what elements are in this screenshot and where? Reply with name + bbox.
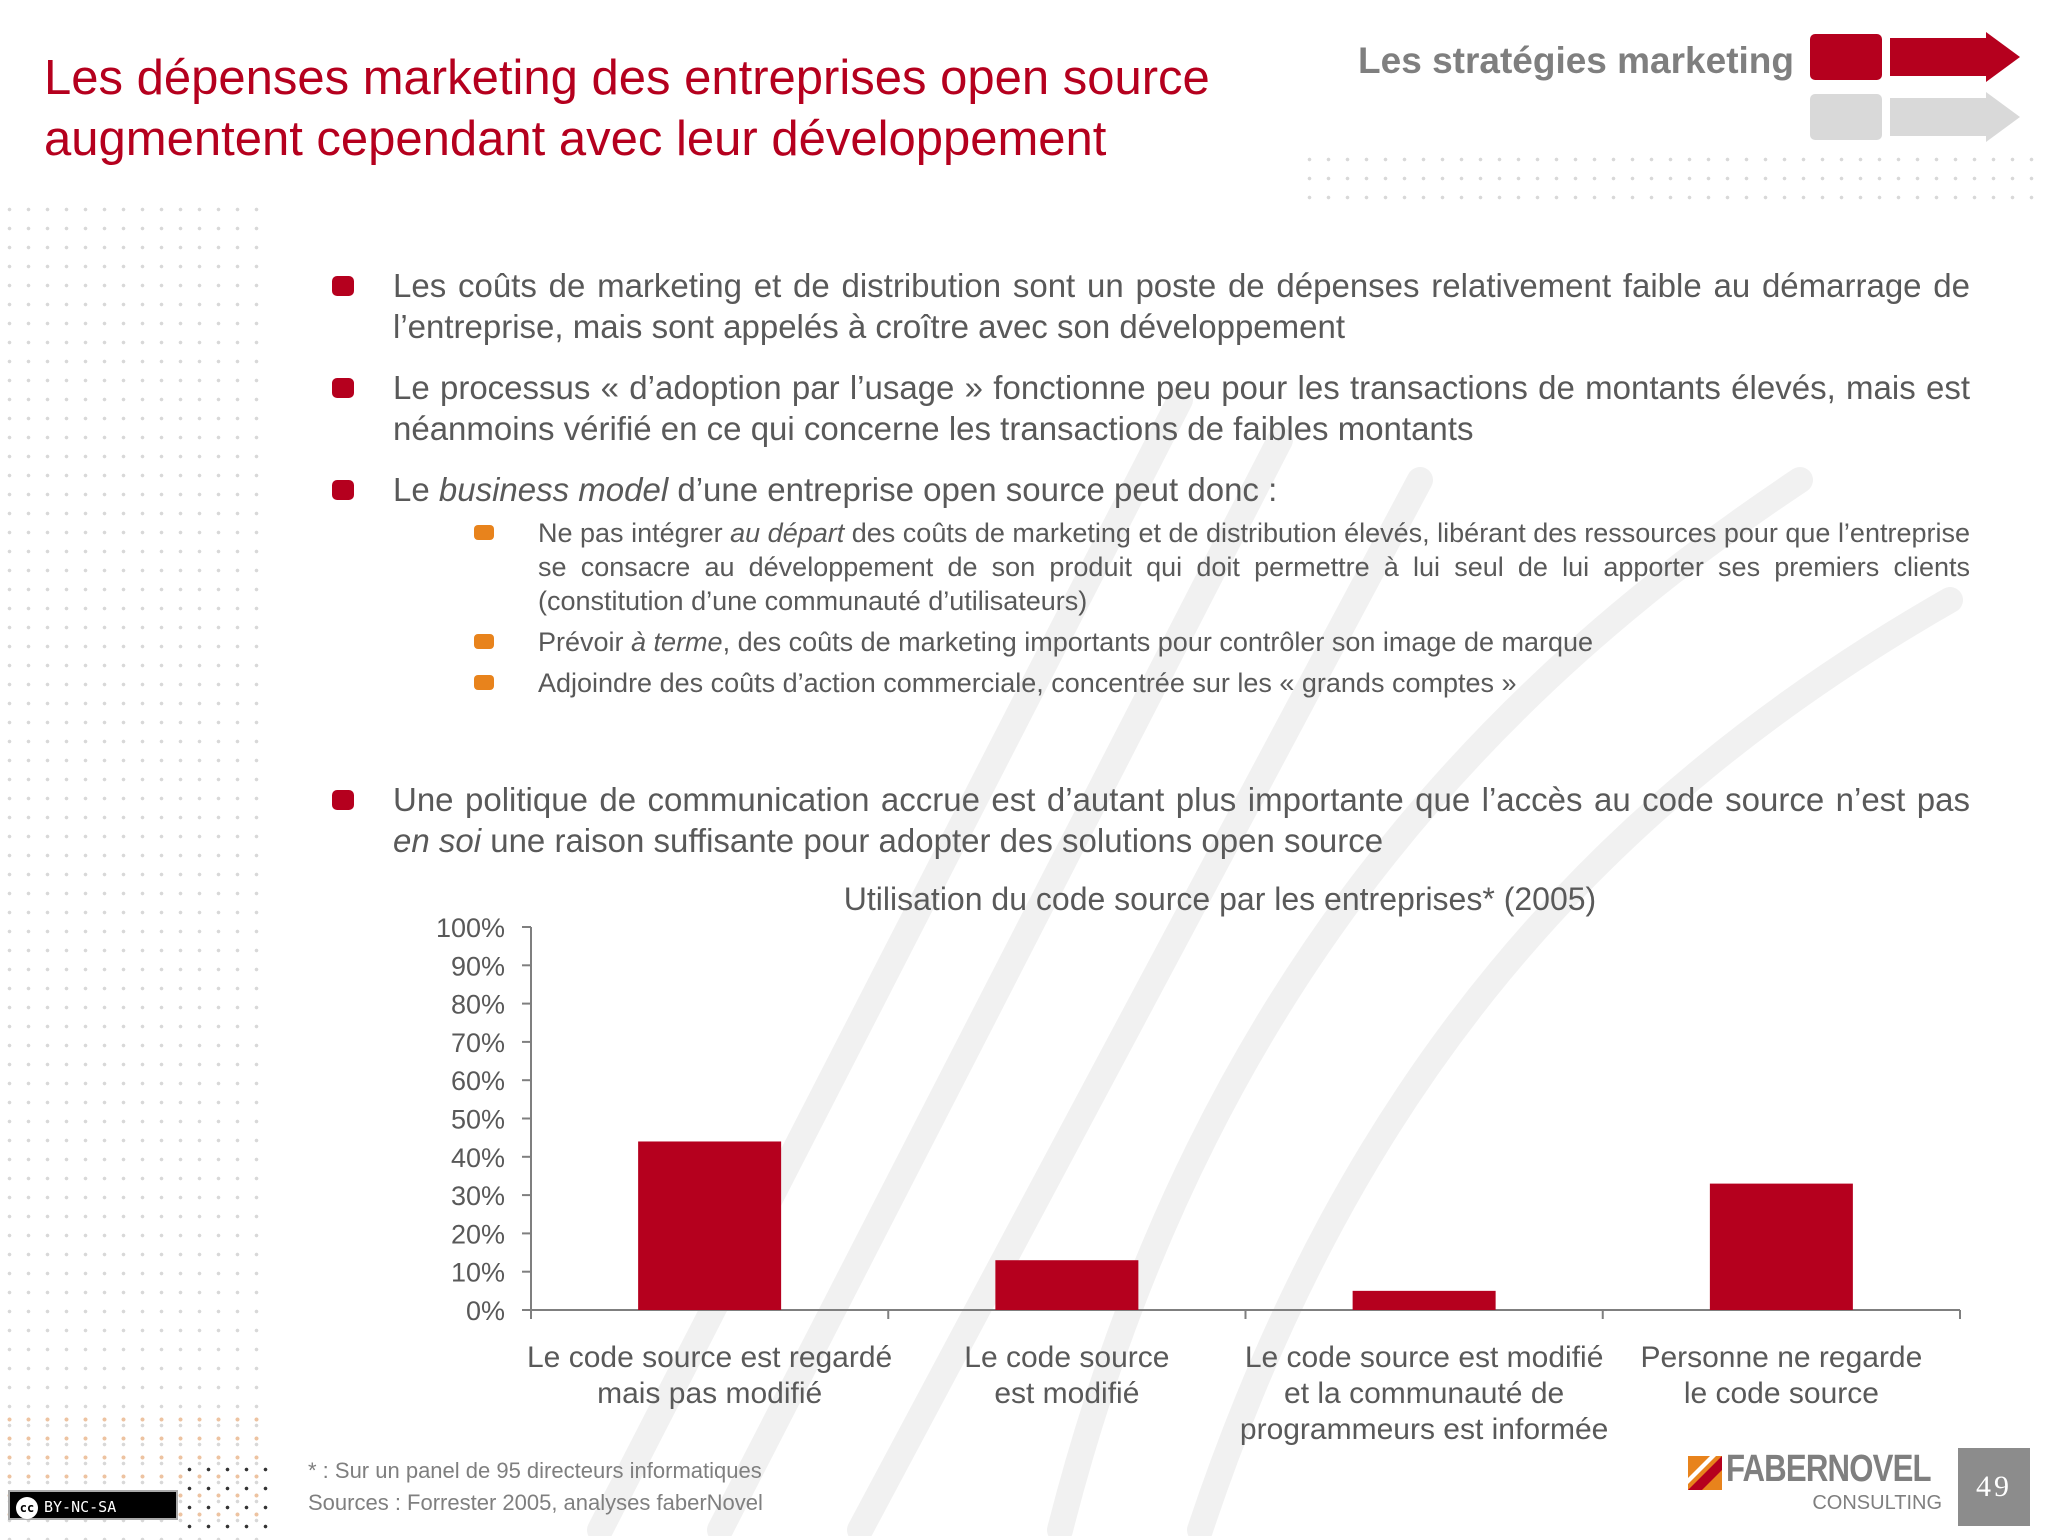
bullet-marker bbox=[332, 378, 354, 398]
page-number: 49 bbox=[1958, 1448, 2030, 1526]
section-label: Les stratégies marketing bbox=[1358, 40, 1794, 81]
bullet-text: Les coûts de marketing et de distributio… bbox=[393, 267, 1970, 345]
sources-text: Sources : Forrester 2005, analyses faber… bbox=[308, 1490, 763, 1515]
bullet-item: Une politique de communication accrue es… bbox=[330, 779, 1970, 861]
footnote: * : Sur un panel de 95 directeurs inform… bbox=[308, 1455, 763, 1519]
bullet-list: Les coûts de marketing et de distributio… bbox=[330, 265, 1970, 881]
bullet-text: Le processus « d’adoption par l’usage » … bbox=[393, 369, 1970, 447]
bullet-text-b: d’une entreprise open source peut donc : bbox=[668, 471, 1278, 508]
decor-dots-top bbox=[1300, 150, 2048, 210]
sub-bullet-text-emphasis: au départ bbox=[730, 518, 845, 548]
bullet-marker bbox=[332, 276, 354, 296]
bullet-text-a: Le bbox=[393, 471, 439, 508]
page-title: Les dépenses marketing des entreprises o… bbox=[44, 51, 1210, 166]
sub-bullet-text-b: , des coûts de marketing importants pour… bbox=[722, 627, 1594, 657]
sub-bullet-text-emphasis: à terme bbox=[631, 627, 723, 657]
decor-dots-dark bbox=[180, 1460, 270, 1530]
bullet-text-b: une raison suffisante pour adopter des s… bbox=[481, 822, 1384, 859]
sub-bullet-item: Adjoindre des coûts d’action commerciale… bbox=[474, 666, 1970, 700]
license-text: BY-NC-SA bbox=[44, 1498, 117, 1516]
sub-bullet-marker bbox=[474, 525, 494, 540]
logo-mark-icon bbox=[1688, 1456, 1722, 1490]
sub-bullet-item: Prévoir à terme, des coûts de marketing … bbox=[474, 625, 1970, 659]
company-logo: FABERNOVEL CONSULTING bbox=[1688, 1448, 1948, 1514]
logo-name: FABERNOVEL bbox=[1726, 1448, 1932, 1490]
sub-bullet-text-a: Prévoir bbox=[538, 627, 632, 657]
logo-subtitle: CONSULTING bbox=[1812, 1492, 1942, 1514]
sub-bullet-marker bbox=[474, 675, 494, 690]
bullet-marker bbox=[332, 480, 354, 500]
bullet-text-emphasis: business model bbox=[438, 471, 669, 508]
bullet-item: Le business model d’une entreprise open … bbox=[330, 469, 1970, 510]
footnote-text: * : Sur un panel de 95 directeurs inform… bbox=[308, 1458, 762, 1483]
sub-bullet-text-a: Ne pas intégrer bbox=[538, 518, 731, 548]
bullet-text-a: Une politique de communication accrue es… bbox=[393, 781, 1970, 818]
cc-icon: cc bbox=[16, 1496, 38, 1519]
sub-bullet-item: Ne pas intégrer au départ des coûts de m… bbox=[474, 516, 1970, 618]
sub-bullet-text-b: des coûts de marketing et de distributio… bbox=[538, 518, 1970, 616]
sub-bullet-marker bbox=[474, 634, 494, 649]
bullet-text-emphasis: en soi bbox=[393, 822, 482, 859]
bullet-item: Le processus « d’adoption par l’usage » … bbox=[330, 367, 1970, 449]
sub-bullet-text: Adjoindre des coûts d’action commerciale… bbox=[538, 668, 1517, 698]
bullet-item: Les coûts de marketing et de distributio… bbox=[330, 265, 1970, 347]
license-badge: cc BY-NC-SA bbox=[8, 1490, 178, 1520]
section-nav-icon bbox=[1810, 32, 2020, 142]
bullet-marker bbox=[332, 790, 354, 810]
decor-dots-left bbox=[0, 200, 270, 1540]
